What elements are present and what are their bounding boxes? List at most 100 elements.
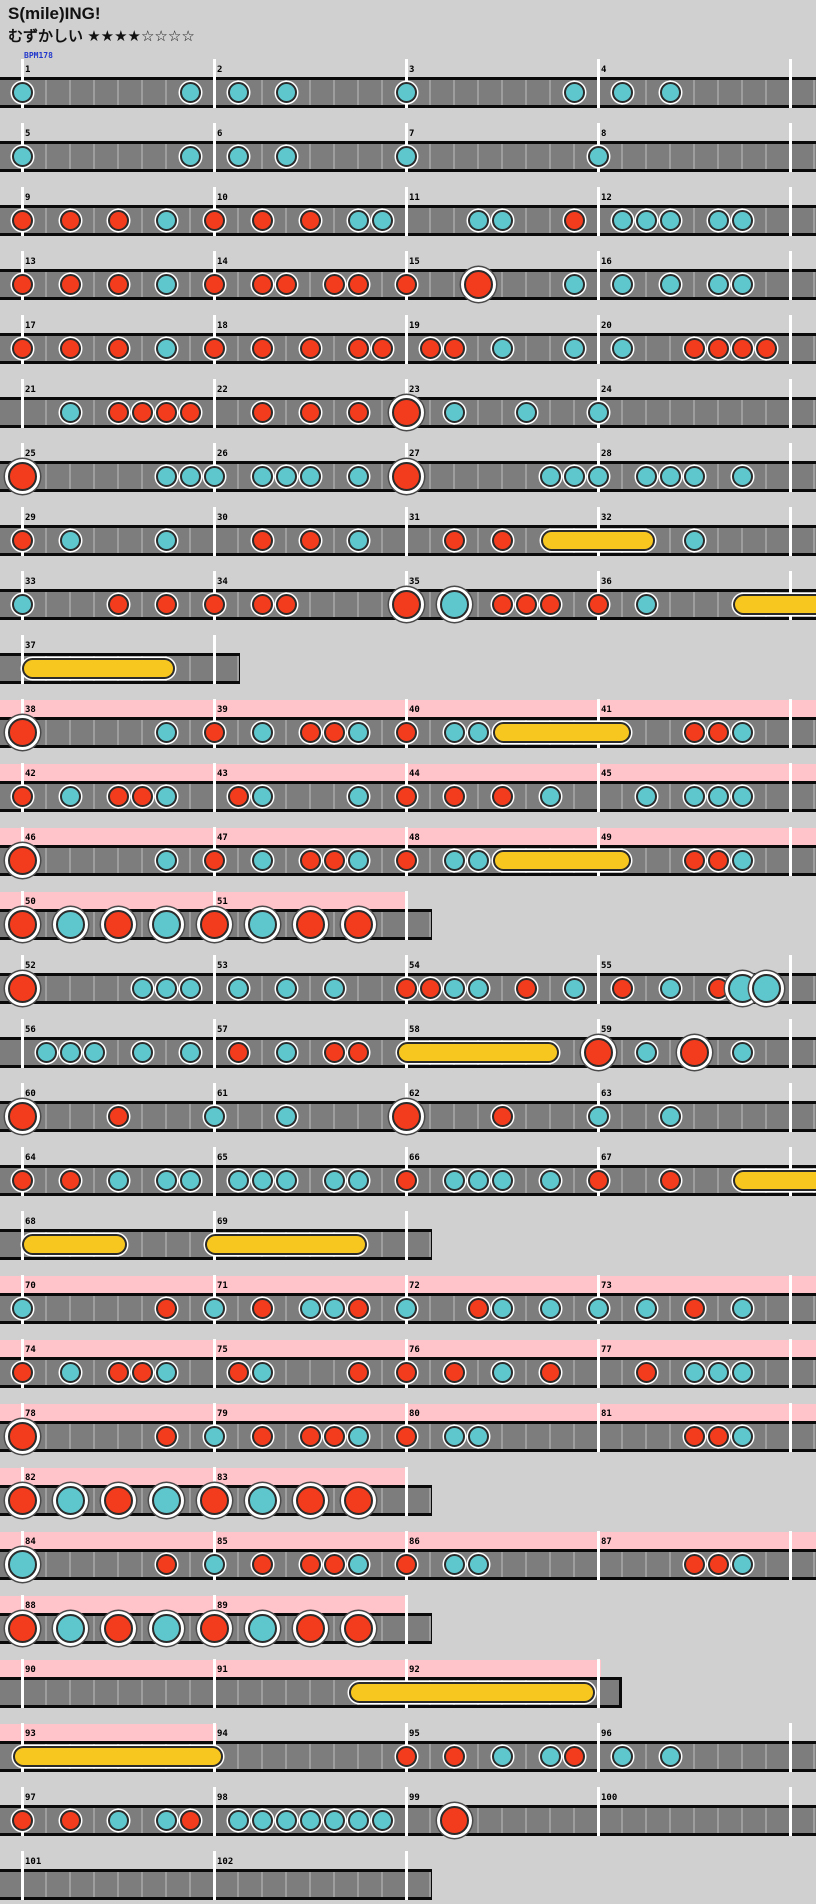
ka-note xyxy=(611,338,633,359)
big-don-note xyxy=(103,910,133,939)
measure-number: 45 xyxy=(601,769,612,779)
cell-line xyxy=(813,1360,815,1385)
cell-line xyxy=(285,1744,287,1769)
cell-line xyxy=(717,464,719,489)
measure-number: 70 xyxy=(25,1281,36,1291)
cell-line xyxy=(189,1488,191,1513)
ka-note xyxy=(347,210,369,231)
don-note xyxy=(443,1746,465,1767)
ka-note xyxy=(59,786,81,807)
cell-line xyxy=(573,1424,575,1449)
don-note xyxy=(539,1362,561,1383)
big-don-note xyxy=(199,1486,229,1515)
cell-line xyxy=(621,400,623,425)
ka-note xyxy=(491,1298,513,1319)
measure-number: 93 xyxy=(25,1729,36,1739)
cell-line xyxy=(453,464,455,489)
cell-line xyxy=(357,1744,359,1769)
cell-line xyxy=(261,1104,263,1129)
cell-line xyxy=(477,528,479,553)
ka-note xyxy=(707,210,729,231)
cell-line xyxy=(645,336,647,361)
cell-line xyxy=(237,272,239,297)
measure-number: 22 xyxy=(217,385,228,395)
big-ka-note xyxy=(55,1614,85,1643)
don-note xyxy=(11,1170,33,1191)
measure-number: 63 xyxy=(601,1089,612,1099)
cell-line xyxy=(501,1808,503,1833)
cell-line xyxy=(189,1872,191,1897)
don-note xyxy=(419,338,441,359)
measure-number: 57 xyxy=(217,1025,228,1035)
cell-line xyxy=(525,208,527,233)
big-ka-note xyxy=(247,910,277,939)
measure-number: 74 xyxy=(25,1345,36,1355)
measure-number: 64 xyxy=(25,1153,36,1163)
cell-line xyxy=(237,208,239,233)
don-note xyxy=(203,338,225,359)
measure-number: 83 xyxy=(217,1473,228,1483)
ka-note xyxy=(611,274,633,295)
don-note xyxy=(707,978,729,999)
measure-number: 65 xyxy=(217,1153,228,1163)
big-don-note xyxy=(103,1614,133,1643)
measure-divider xyxy=(213,123,216,172)
cell-line xyxy=(429,1232,431,1257)
gogo-band xyxy=(0,1724,217,1741)
cell-line xyxy=(813,528,815,553)
cell-line xyxy=(765,1360,767,1385)
cell-line xyxy=(765,80,767,105)
cell-line xyxy=(309,272,311,297)
don-note xyxy=(395,786,417,807)
ka-note xyxy=(731,274,753,295)
measure-number: 50 xyxy=(25,897,36,907)
cell-line xyxy=(165,1104,167,1129)
cell-line xyxy=(549,1104,551,1129)
cell-line xyxy=(333,1360,335,1385)
cell-line xyxy=(45,336,47,361)
big-don-note xyxy=(295,910,325,939)
cell-line xyxy=(621,464,623,489)
don-note xyxy=(731,338,753,359)
cell-line xyxy=(621,1360,623,1385)
don-note xyxy=(155,594,177,615)
cell-line xyxy=(501,1552,503,1577)
ka-note xyxy=(251,1810,273,1831)
measure-number: 18 xyxy=(217,321,228,331)
ka-note xyxy=(131,1042,153,1063)
big-don-note xyxy=(391,462,421,491)
cell-line xyxy=(93,80,95,105)
cell-line xyxy=(141,1104,143,1129)
don-note xyxy=(203,850,225,871)
don-note xyxy=(683,338,705,359)
cell-line xyxy=(261,1680,263,1705)
ka-note xyxy=(563,978,585,999)
don-note xyxy=(59,338,81,359)
cell-line xyxy=(573,784,575,809)
cell-line xyxy=(573,1104,575,1129)
cell-line xyxy=(645,1808,647,1833)
ka-note xyxy=(83,1042,105,1063)
cell-line xyxy=(669,1360,671,1385)
cell-line xyxy=(285,912,287,937)
cell-line xyxy=(333,1744,335,1769)
cell-line xyxy=(765,144,767,169)
cell-line xyxy=(381,1168,383,1193)
ka-note xyxy=(467,850,489,871)
big-ka-note xyxy=(151,1486,181,1515)
cell-line xyxy=(453,144,455,169)
cell-line xyxy=(525,336,527,361)
page-title: S(mile)ING! xyxy=(8,4,101,23)
don-note xyxy=(251,274,273,295)
cell-line xyxy=(501,144,503,169)
cell-line xyxy=(189,592,191,617)
cell-line xyxy=(549,208,551,233)
ka-note xyxy=(155,1170,177,1191)
don-note xyxy=(395,722,417,743)
ka-note xyxy=(515,402,537,423)
cell-line xyxy=(717,1040,719,1065)
don-note xyxy=(11,338,33,359)
don-note xyxy=(539,594,561,615)
ka-note xyxy=(59,1042,81,1063)
big-don-note xyxy=(391,590,421,619)
